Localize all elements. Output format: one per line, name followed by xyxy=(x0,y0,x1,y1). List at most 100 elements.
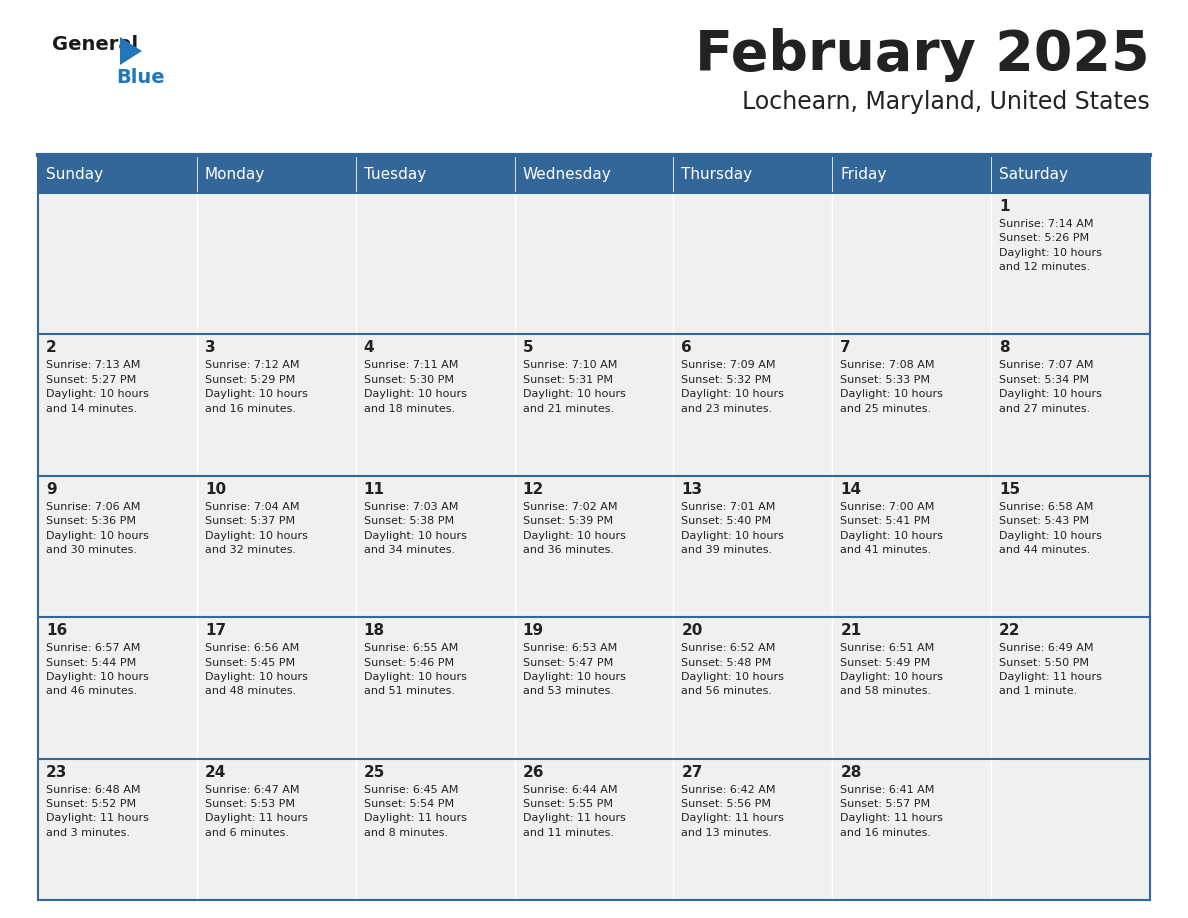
Bar xyxy=(514,155,674,193)
Text: 15: 15 xyxy=(999,482,1020,497)
Text: 20: 20 xyxy=(682,623,703,638)
Bar xyxy=(991,476,1150,617)
Text: 7: 7 xyxy=(840,341,851,355)
Bar xyxy=(38,155,197,193)
Text: Sunrise: 6:42 AM
Sunset: 5:56 PM
Daylight: 11 hours
and 13 minutes.: Sunrise: 6:42 AM Sunset: 5:56 PM Dayligh… xyxy=(682,785,784,838)
Bar xyxy=(38,758,197,900)
Text: 23: 23 xyxy=(46,765,68,779)
Bar xyxy=(38,476,197,617)
Text: Sunrise: 7:04 AM
Sunset: 5:37 PM
Daylight: 10 hours
and 32 minutes.: Sunrise: 7:04 AM Sunset: 5:37 PM Dayligh… xyxy=(204,502,308,555)
Bar xyxy=(197,617,355,758)
Text: Sunrise: 6:58 AM
Sunset: 5:43 PM
Daylight: 10 hours
and 44 minutes.: Sunrise: 6:58 AM Sunset: 5:43 PM Dayligh… xyxy=(999,502,1102,555)
Text: Lochearn, Maryland, United States: Lochearn, Maryland, United States xyxy=(742,90,1150,114)
Bar xyxy=(197,155,355,193)
Bar xyxy=(514,617,674,758)
Text: Friday: Friday xyxy=(840,166,886,182)
Text: Sunrise: 7:14 AM
Sunset: 5:26 PM
Daylight: 10 hours
and 12 minutes.: Sunrise: 7:14 AM Sunset: 5:26 PM Dayligh… xyxy=(999,219,1102,273)
Bar xyxy=(514,193,674,334)
Text: 12: 12 xyxy=(523,482,544,497)
Bar xyxy=(833,617,991,758)
Text: 4: 4 xyxy=(364,341,374,355)
Text: Saturday: Saturday xyxy=(999,166,1068,182)
Text: 26: 26 xyxy=(523,765,544,779)
Text: Sunrise: 6:41 AM
Sunset: 5:57 PM
Daylight: 11 hours
and 16 minutes.: Sunrise: 6:41 AM Sunset: 5:57 PM Dayligh… xyxy=(840,785,943,838)
Text: Monday: Monday xyxy=(204,166,265,182)
Polygon shape xyxy=(120,37,143,65)
Text: Sunrise: 6:52 AM
Sunset: 5:48 PM
Daylight: 10 hours
and 56 minutes.: Sunrise: 6:52 AM Sunset: 5:48 PM Dayligh… xyxy=(682,644,784,697)
Text: 25: 25 xyxy=(364,765,385,779)
Text: Sunrise: 7:08 AM
Sunset: 5:33 PM
Daylight: 10 hours
and 25 minutes.: Sunrise: 7:08 AM Sunset: 5:33 PM Dayligh… xyxy=(840,361,943,414)
Bar xyxy=(197,758,355,900)
Text: 10: 10 xyxy=(204,482,226,497)
Text: 17: 17 xyxy=(204,623,226,638)
Bar xyxy=(514,758,674,900)
Text: Sunrise: 7:10 AM
Sunset: 5:31 PM
Daylight: 10 hours
and 21 minutes.: Sunrise: 7:10 AM Sunset: 5:31 PM Dayligh… xyxy=(523,361,625,414)
Text: 19: 19 xyxy=(523,623,544,638)
Bar xyxy=(991,193,1150,334)
Text: Sunrise: 6:51 AM
Sunset: 5:49 PM
Daylight: 10 hours
and 58 minutes.: Sunrise: 6:51 AM Sunset: 5:49 PM Dayligh… xyxy=(840,644,943,697)
Text: Sunrise: 6:56 AM
Sunset: 5:45 PM
Daylight: 10 hours
and 48 minutes.: Sunrise: 6:56 AM Sunset: 5:45 PM Dayligh… xyxy=(204,644,308,697)
Text: Sunrise: 7:01 AM
Sunset: 5:40 PM
Daylight: 10 hours
and 39 minutes.: Sunrise: 7:01 AM Sunset: 5:40 PM Dayligh… xyxy=(682,502,784,555)
Text: Sunrise: 7:12 AM
Sunset: 5:29 PM
Daylight: 10 hours
and 16 minutes.: Sunrise: 7:12 AM Sunset: 5:29 PM Dayligh… xyxy=(204,361,308,414)
Text: Sunrise: 7:03 AM
Sunset: 5:38 PM
Daylight: 10 hours
and 34 minutes.: Sunrise: 7:03 AM Sunset: 5:38 PM Dayligh… xyxy=(364,502,467,555)
Bar xyxy=(355,476,514,617)
Bar xyxy=(674,476,833,617)
Bar xyxy=(833,758,991,900)
Bar xyxy=(674,334,833,476)
Bar xyxy=(833,155,991,193)
Text: Sunrise: 7:00 AM
Sunset: 5:41 PM
Daylight: 10 hours
and 41 minutes.: Sunrise: 7:00 AM Sunset: 5:41 PM Dayligh… xyxy=(840,502,943,555)
Text: 21: 21 xyxy=(840,623,861,638)
Text: Sunrise: 6:47 AM
Sunset: 5:53 PM
Daylight: 11 hours
and 6 minutes.: Sunrise: 6:47 AM Sunset: 5:53 PM Dayligh… xyxy=(204,785,308,838)
Text: Sunrise: 7:13 AM
Sunset: 5:27 PM
Daylight: 10 hours
and 14 minutes.: Sunrise: 7:13 AM Sunset: 5:27 PM Dayligh… xyxy=(46,361,148,414)
Text: 1: 1 xyxy=(999,199,1010,214)
Text: Wednesday: Wednesday xyxy=(523,166,612,182)
Text: Sunrise: 6:45 AM
Sunset: 5:54 PM
Daylight: 11 hours
and 8 minutes.: Sunrise: 6:45 AM Sunset: 5:54 PM Dayligh… xyxy=(364,785,467,838)
Text: February 2025: February 2025 xyxy=(695,28,1150,82)
Text: 27: 27 xyxy=(682,765,703,779)
Bar xyxy=(833,193,991,334)
Text: Sunrise: 6:57 AM
Sunset: 5:44 PM
Daylight: 10 hours
and 46 minutes.: Sunrise: 6:57 AM Sunset: 5:44 PM Dayligh… xyxy=(46,644,148,697)
Text: 9: 9 xyxy=(46,482,57,497)
Text: Sunrise: 6:48 AM
Sunset: 5:52 PM
Daylight: 11 hours
and 3 minutes.: Sunrise: 6:48 AM Sunset: 5:52 PM Dayligh… xyxy=(46,785,148,838)
Bar xyxy=(991,334,1150,476)
Bar xyxy=(197,193,355,334)
Text: Sunrise: 7:06 AM
Sunset: 5:36 PM
Daylight: 10 hours
and 30 minutes.: Sunrise: 7:06 AM Sunset: 5:36 PM Dayligh… xyxy=(46,502,148,555)
Text: Sunday: Sunday xyxy=(46,166,103,182)
Bar xyxy=(355,617,514,758)
Text: Sunrise: 6:44 AM
Sunset: 5:55 PM
Daylight: 11 hours
and 11 minutes.: Sunrise: 6:44 AM Sunset: 5:55 PM Dayligh… xyxy=(523,785,625,838)
Text: 14: 14 xyxy=(840,482,861,497)
Text: 28: 28 xyxy=(840,765,861,779)
Text: 3: 3 xyxy=(204,341,215,355)
Bar xyxy=(991,617,1150,758)
Bar xyxy=(991,758,1150,900)
Text: 22: 22 xyxy=(999,623,1020,638)
Text: Sunrise: 6:53 AM
Sunset: 5:47 PM
Daylight: 10 hours
and 53 minutes.: Sunrise: 6:53 AM Sunset: 5:47 PM Dayligh… xyxy=(523,644,625,697)
Text: 2: 2 xyxy=(46,341,57,355)
Bar xyxy=(674,758,833,900)
Text: 16: 16 xyxy=(46,623,68,638)
Text: Blue: Blue xyxy=(116,68,165,87)
Bar xyxy=(833,334,991,476)
Bar xyxy=(674,155,833,193)
Text: Thursday: Thursday xyxy=(682,166,752,182)
Bar xyxy=(991,155,1150,193)
Text: 8: 8 xyxy=(999,341,1010,355)
Text: 13: 13 xyxy=(682,482,702,497)
Text: 11: 11 xyxy=(364,482,385,497)
Bar xyxy=(355,334,514,476)
Bar xyxy=(833,476,991,617)
Bar xyxy=(38,193,197,334)
Bar xyxy=(197,334,355,476)
Text: 5: 5 xyxy=(523,341,533,355)
Bar xyxy=(514,334,674,476)
Bar xyxy=(38,334,197,476)
Text: Sunrise: 6:55 AM
Sunset: 5:46 PM
Daylight: 10 hours
and 51 minutes.: Sunrise: 6:55 AM Sunset: 5:46 PM Dayligh… xyxy=(364,644,467,697)
Text: Sunrise: 6:49 AM
Sunset: 5:50 PM
Daylight: 11 hours
and 1 minute.: Sunrise: 6:49 AM Sunset: 5:50 PM Dayligh… xyxy=(999,644,1102,697)
Bar xyxy=(355,758,514,900)
Bar xyxy=(197,476,355,617)
Bar xyxy=(674,617,833,758)
Bar xyxy=(38,617,197,758)
Text: Tuesday: Tuesday xyxy=(364,166,426,182)
Text: Sunrise: 7:09 AM
Sunset: 5:32 PM
Daylight: 10 hours
and 23 minutes.: Sunrise: 7:09 AM Sunset: 5:32 PM Dayligh… xyxy=(682,361,784,414)
Bar xyxy=(514,476,674,617)
